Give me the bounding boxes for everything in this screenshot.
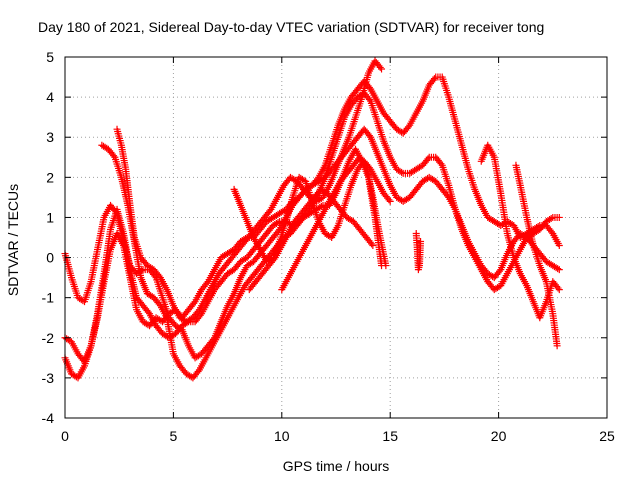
data-point <box>110 152 118 160</box>
data-point <box>443 192 451 200</box>
data-point <box>417 238 425 246</box>
x-tick-label: 10 <box>274 428 290 444</box>
axis-ticks: 0 5 10 15 20 25 -4 -3 -2 -1 0 1 2 3 4 5 <box>42 49 615 444</box>
data-point <box>385 196 393 204</box>
chart-title: Day 180 of 2021, Sidereal Day-to-day VTE… <box>38 19 544 35</box>
data-point <box>555 286 563 294</box>
data-point <box>365 96 373 104</box>
data-point <box>361 160 369 168</box>
data-point <box>437 160 445 168</box>
data-point <box>404 123 412 131</box>
x-tick-label: 20 <box>491 428 507 444</box>
y-axis-label: SDTVAR / TECUs <box>5 184 21 296</box>
data-point <box>495 267 503 275</box>
data-points <box>61 57 563 382</box>
data-point <box>194 367 202 375</box>
data-point <box>547 214 555 222</box>
data-point <box>190 299 198 307</box>
data-point <box>554 265 562 273</box>
y-tick-label: 2 <box>46 169 54 185</box>
x-axis-label: GPS time / hours <box>283 458 390 474</box>
x-tick-label: 0 <box>61 428 69 444</box>
data-point <box>555 213 563 221</box>
data-point <box>555 266 563 274</box>
data-point <box>155 272 163 280</box>
x-tick-label: 5 <box>170 428 178 444</box>
y-tick-label: -3 <box>42 370 55 386</box>
data-point <box>553 342 561 350</box>
y-tick-label: 3 <box>46 129 54 145</box>
data-point <box>547 228 555 236</box>
data-point <box>382 262 390 270</box>
data-point <box>194 307 202 315</box>
data-point <box>424 155 432 163</box>
data-point <box>368 240 376 248</box>
data-point <box>554 284 562 292</box>
data-point <box>369 242 377 250</box>
data-point <box>317 202 325 210</box>
data-point <box>203 279 211 287</box>
y-tick-label: 1 <box>46 209 54 225</box>
data-point <box>378 65 386 73</box>
x-tick-label: 15 <box>382 428 398 444</box>
data-point <box>555 242 563 250</box>
data-point <box>266 207 274 215</box>
y-tick-label: -1 <box>42 290 55 306</box>
data-point <box>144 308 152 316</box>
data-point <box>365 132 373 140</box>
y-tick-label: 0 <box>46 250 54 266</box>
data-point <box>430 75 438 83</box>
data-point <box>270 255 278 263</box>
data-point <box>365 83 373 91</box>
x-tick-label: 25 <box>599 428 615 444</box>
y-tick-label: -4 <box>42 410 55 426</box>
data-point <box>274 218 282 226</box>
y-tick-label: 5 <box>46 49 54 65</box>
plot-frame <box>64 56 608 419</box>
data-point <box>155 300 163 308</box>
y-tick-label: -2 <box>42 330 55 346</box>
data-point <box>112 208 120 216</box>
data-point <box>376 63 384 71</box>
data-point <box>274 227 282 235</box>
data-point <box>398 168 406 176</box>
data-point <box>386 197 394 205</box>
y-tick-label: 4 <box>46 89 54 105</box>
